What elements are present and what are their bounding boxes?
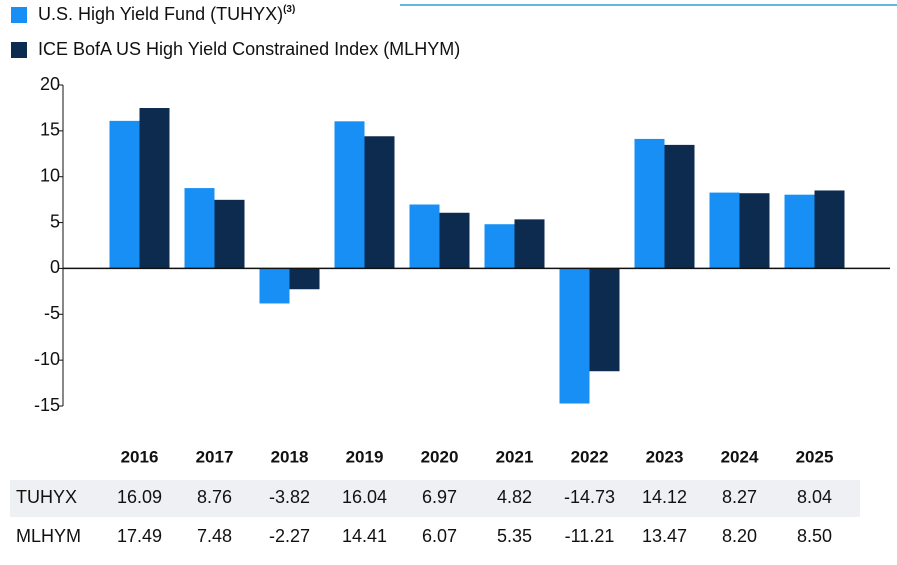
legend-label: ICE BofA US High Yield Constrained Index… xyxy=(38,39,460,59)
y-tick-label: 15 xyxy=(40,120,60,140)
bar xyxy=(784,194,815,269)
table-row-band xyxy=(10,480,860,517)
y-tick-label: 20 xyxy=(40,74,60,94)
y-tick-label: 5 xyxy=(50,211,60,231)
table-cell: 13.47 xyxy=(642,526,687,546)
table-cell: 14.41 xyxy=(342,526,387,546)
table-cell: 8.50 xyxy=(797,526,832,546)
bar xyxy=(484,224,515,269)
table-cell: 4.82 xyxy=(497,487,532,507)
table-cell: 7.48 xyxy=(197,526,232,546)
table-header: 2018 xyxy=(271,447,309,466)
table-cell: 8.04 xyxy=(797,487,832,507)
bar xyxy=(259,268,290,304)
bar xyxy=(514,219,545,269)
legend-swatch xyxy=(11,42,27,58)
bar xyxy=(334,121,365,269)
table-cell: 17.49 xyxy=(117,526,162,546)
bar xyxy=(634,138,665,269)
y-tick-label: -15 xyxy=(34,395,60,415)
table-cell: 6.97 xyxy=(422,487,457,507)
table-header: 2020 xyxy=(421,447,459,466)
bar xyxy=(139,108,170,269)
bar xyxy=(289,268,320,290)
bar xyxy=(364,136,395,269)
bar xyxy=(439,212,470,269)
table-header: 2019 xyxy=(346,447,384,466)
y-tick-label: 10 xyxy=(40,165,60,185)
bar xyxy=(214,199,245,269)
table-cell: 8.27 xyxy=(722,487,757,507)
y-tick-label: -10 xyxy=(34,349,60,369)
table-header: 2021 xyxy=(496,447,534,466)
table-row-label: TUHYX xyxy=(16,487,77,507)
legend-label: U.S. High Yield Fund (TUHYX)(3) xyxy=(38,4,295,24)
bar xyxy=(559,268,590,404)
table-row-label: MLHYM xyxy=(16,526,81,546)
bar xyxy=(814,190,845,269)
table-cell: 8.20 xyxy=(722,526,757,546)
table-header: 2022 xyxy=(571,447,609,466)
table-cell: 16.04 xyxy=(342,487,387,507)
bar xyxy=(664,144,695,269)
table-cell: 8.76 xyxy=(197,487,232,507)
table-cell: -2.27 xyxy=(269,526,310,546)
table-cell: 5.35 xyxy=(497,526,532,546)
bar xyxy=(109,120,140,269)
table-header: 2016 xyxy=(121,447,159,466)
y-tick-label: 0 xyxy=(50,257,60,277)
table-cell: 6.07 xyxy=(422,526,457,546)
y-tick-label: -5 xyxy=(44,303,60,323)
legend-swatch xyxy=(11,7,27,23)
bar xyxy=(589,268,620,372)
table-cell: -14.73 xyxy=(564,487,615,507)
table-cell: -3.82 xyxy=(269,487,310,507)
table-header: 2023 xyxy=(646,447,684,466)
table-header: 2024 xyxy=(721,447,759,466)
bar xyxy=(739,193,770,269)
legend-note: (3) xyxy=(283,4,295,15)
table-header: 2017 xyxy=(196,447,234,466)
table-cell: 14.12 xyxy=(642,487,687,507)
table-header: 2025 xyxy=(796,447,834,466)
table-cell: -11.21 xyxy=(565,526,615,546)
table-cell: 16.09 xyxy=(117,487,162,507)
bar xyxy=(409,204,440,269)
bar xyxy=(709,192,740,269)
bar xyxy=(184,188,215,269)
